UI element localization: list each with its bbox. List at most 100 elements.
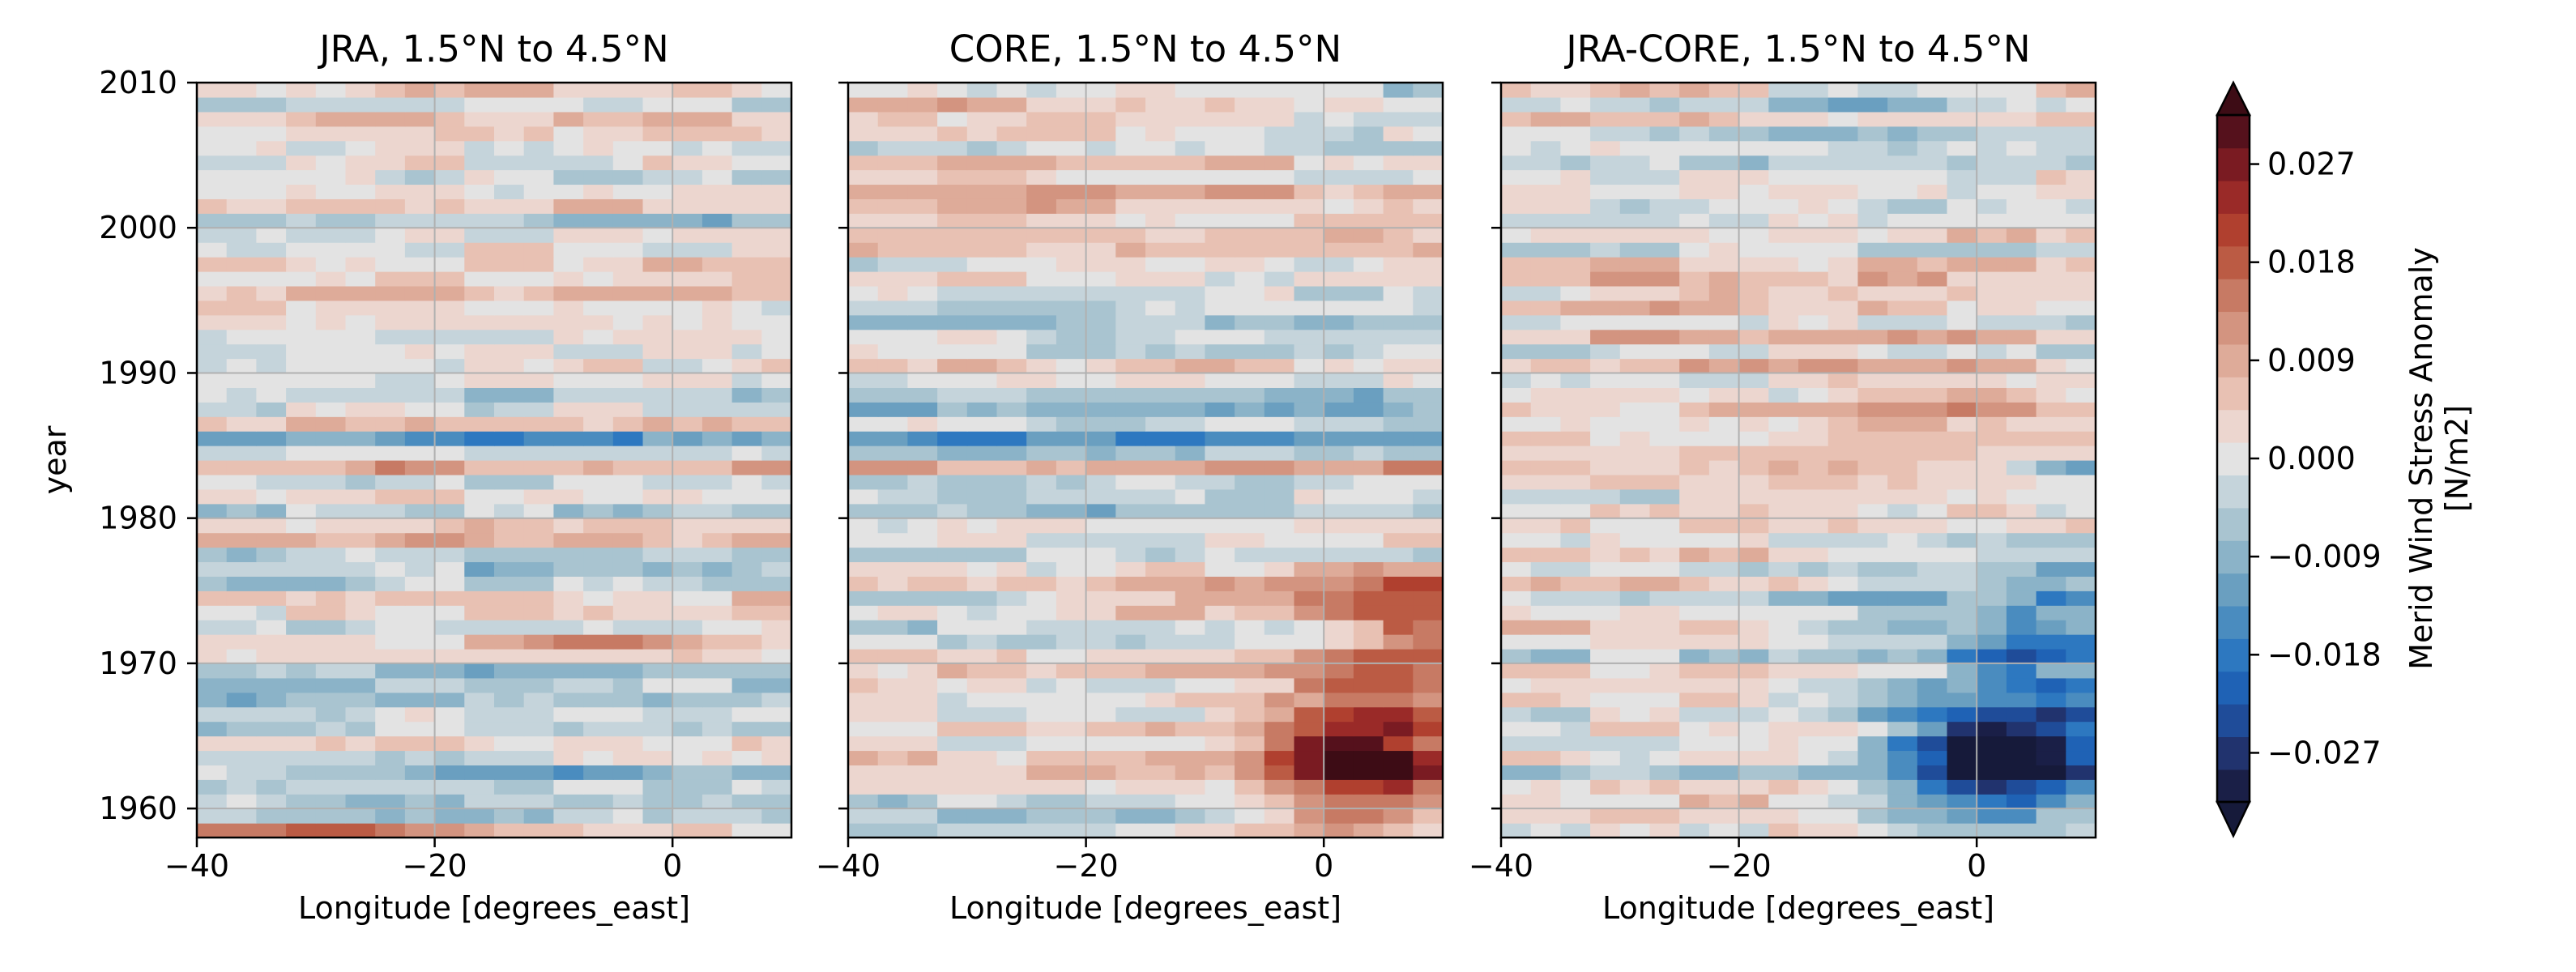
heatmap-cell (761, 576, 792, 591)
heatmap-cell (1649, 794, 1680, 809)
heatmap-cell (2036, 561, 2066, 577)
heatmap-cell (1383, 126, 1414, 142)
heatmap-cell (1798, 416, 1829, 432)
heatmap-cell (702, 126, 733, 142)
heatmap-cell (1679, 532, 1710, 548)
heatmap-cell (583, 343, 614, 360)
heatmap-cell (612, 735, 644, 752)
heatmap-cell (1413, 402, 1444, 417)
heatmap-cell (1115, 155, 1146, 171)
heatmap-cell (345, 532, 376, 548)
heatmap-cell (464, 488, 495, 505)
heatmap-cell (1649, 228, 1680, 243)
heatmap-cell (1619, 677, 1651, 693)
heatmap-cell (1205, 228, 1235, 243)
heatmap-cell (226, 213, 257, 228)
heatmap-cell (672, 663, 703, 679)
colorbar-tick-label: −0.009 (2267, 539, 2382, 574)
heatmap-cell (907, 460, 938, 475)
heatmap-cell (2006, 329, 2037, 345)
heatmap-cell (197, 373, 228, 388)
heatmap-cell (286, 663, 317, 679)
heatmap-cell (1115, 576, 1146, 591)
heatmap-cell (2036, 358, 2066, 374)
heatmap-cell (1590, 503, 1621, 519)
heatmap-cell (1115, 314, 1146, 330)
heatmap-cell (702, 300, 733, 316)
heatmap-cell (1413, 721, 1444, 737)
colorbar-extend-min (2216, 800, 2251, 838)
heatmap-cell (1353, 271, 1384, 287)
heatmap-cell (1383, 779, 1414, 795)
heatmap-cell (1947, 271, 1977, 287)
heatmap-cell (375, 184, 406, 199)
heatmap-cell (1798, 343, 1829, 360)
heatmap-cell (375, 460, 406, 475)
heatmap-cell (877, 532, 908, 548)
heatmap-cell (226, 140, 257, 156)
heatmap-cell (1413, 547, 1444, 563)
heatmap-cell (494, 488, 525, 505)
heatmap-cell (1857, 808, 1888, 824)
heatmap-cell (672, 402, 703, 417)
heatmap-cell (1413, 300, 1444, 316)
heatmap-cell (1649, 184, 1680, 199)
heatmap-cell (1115, 431, 1146, 446)
colorbar-swatch (2217, 377, 2250, 411)
heatmap-cell (761, 750, 792, 765)
heatmap-cell (1738, 285, 1769, 301)
heatmap-cell (1708, 257, 1740, 272)
heatmap-cell (731, 184, 762, 199)
heatmap-cell (2066, 242, 2096, 258)
heatmap-cell (375, 794, 406, 809)
heatmap-cell (1857, 779, 1888, 795)
heatmap-cell (1887, 634, 1918, 650)
heatmap-cell (1175, 285, 1205, 301)
heatmap-cell (1056, 358, 1087, 374)
heatmap-cell (1679, 794, 1710, 809)
heatmap-cell (1235, 620, 1265, 635)
heatmap-cell (583, 590, 614, 606)
heatmap-cell (1383, 590, 1414, 606)
heatmap-cell (1768, 735, 1799, 752)
heatmap-cell (494, 387, 525, 403)
heatmap-cell (1145, 634, 1176, 650)
x-tick-label: −40 (816, 848, 881, 884)
heatmap-cell (1560, 823, 1591, 838)
heatmap-cell (2066, 155, 2096, 171)
heatmap-cell (375, 750, 406, 765)
heatmap-cell (1917, 794, 1948, 809)
heatmap-cell (1145, 155, 1176, 171)
heatmap-cell (256, 184, 287, 199)
heatmap-cell (996, 300, 1027, 316)
heatmap-cell (1026, 446, 1057, 461)
heatmap-cell (1175, 692, 1205, 708)
heatmap-cell (1768, 518, 1799, 534)
heatmap-cell (1798, 329, 1829, 345)
heatmap-cell (1026, 677, 1057, 693)
heatmap-cell (434, 140, 465, 156)
heatmap-cell (731, 329, 762, 345)
heatmap-cell (731, 750, 762, 765)
heatmap-cell (494, 314, 525, 330)
heatmap-cell (1205, 387, 1235, 403)
heatmap-cell (197, 402, 228, 417)
heatmap-cell (1649, 126, 1680, 142)
heatmap-cell (1738, 823, 1769, 838)
heatmap-cell (345, 649, 376, 664)
heatmap-cell (877, 663, 908, 679)
heatmap-cell (1175, 431, 1205, 446)
heatmap-cell (937, 446, 968, 461)
heatmap-cell (1590, 532, 1621, 548)
heatmap-cell (226, 765, 257, 780)
heatmap-cell (315, 750, 347, 765)
heatmap-cell (1145, 300, 1176, 316)
heatmap-cell (553, 257, 584, 272)
heatmap-cell (1649, 257, 1680, 272)
heatmap-cell (256, 605, 287, 620)
heatmap-cell (937, 242, 968, 258)
heatmap-cell (1501, 765, 1532, 780)
heatmap-cell (1679, 605, 1710, 620)
heatmap-cell (761, 779, 792, 795)
heatmap-cell (404, 808, 436, 824)
